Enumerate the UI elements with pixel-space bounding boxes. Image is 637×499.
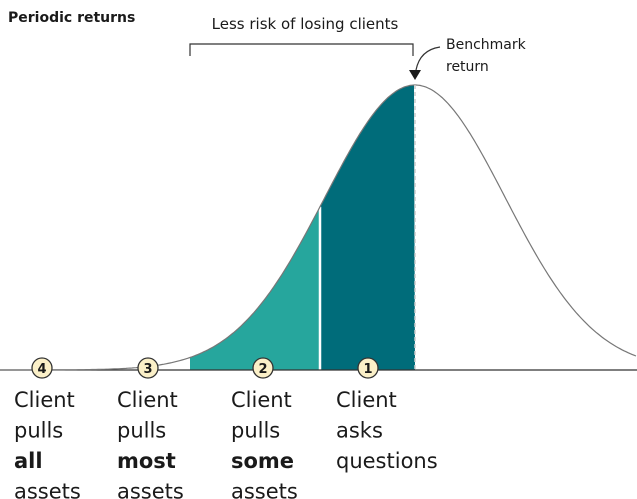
zone-text: pulls	[231, 419, 280, 443]
zone-text: Client	[231, 388, 292, 412]
arrow-head	[409, 70, 421, 80]
curve-line	[0, 84, 637, 371]
zone-text: most	[117, 449, 176, 473]
zone-badge	[137, 357, 159, 379]
zone-badge	[357, 357, 379, 379]
zone-number: 4	[37, 362, 46, 377]
zone-text: all	[14, 449, 43, 473]
title: Periodic returns	[8, 10, 135, 26]
bracket-label: Less risk of losing clients	[212, 15, 399, 33]
area-some	[190, 206, 320, 370]
zone-number: 3	[143, 362, 152, 377]
benchmark-label: Benchmark	[446, 37, 527, 53]
bracket	[189, 43, 414, 56]
arrow	[415, 46, 441, 71]
curve	[0, 84, 637, 371]
area-questions	[320, 85, 415, 370]
zone-badge	[252, 357, 274, 379]
zone-text: pulls	[14, 419, 63, 443]
zone-badge	[31, 357, 53, 379]
zone-text: Client	[336, 388, 397, 412]
zone-number: 2	[258, 362, 267, 377]
zone-text: assets	[117, 480, 184, 499]
zone-text: assets	[14, 480, 81, 499]
benchmark-label: return	[446, 59, 489, 75]
zone-text: Client	[14, 388, 75, 412]
zone-text: questions	[336, 449, 438, 473]
zone-text: some	[231, 449, 294, 473]
zone-text: assets	[231, 480, 298, 499]
zone-number: 1	[363, 362, 372, 377]
zone-text: pulls	[117, 419, 166, 443]
zone-text: asks	[336, 419, 383, 443]
zone-text: Client	[117, 388, 178, 412]
